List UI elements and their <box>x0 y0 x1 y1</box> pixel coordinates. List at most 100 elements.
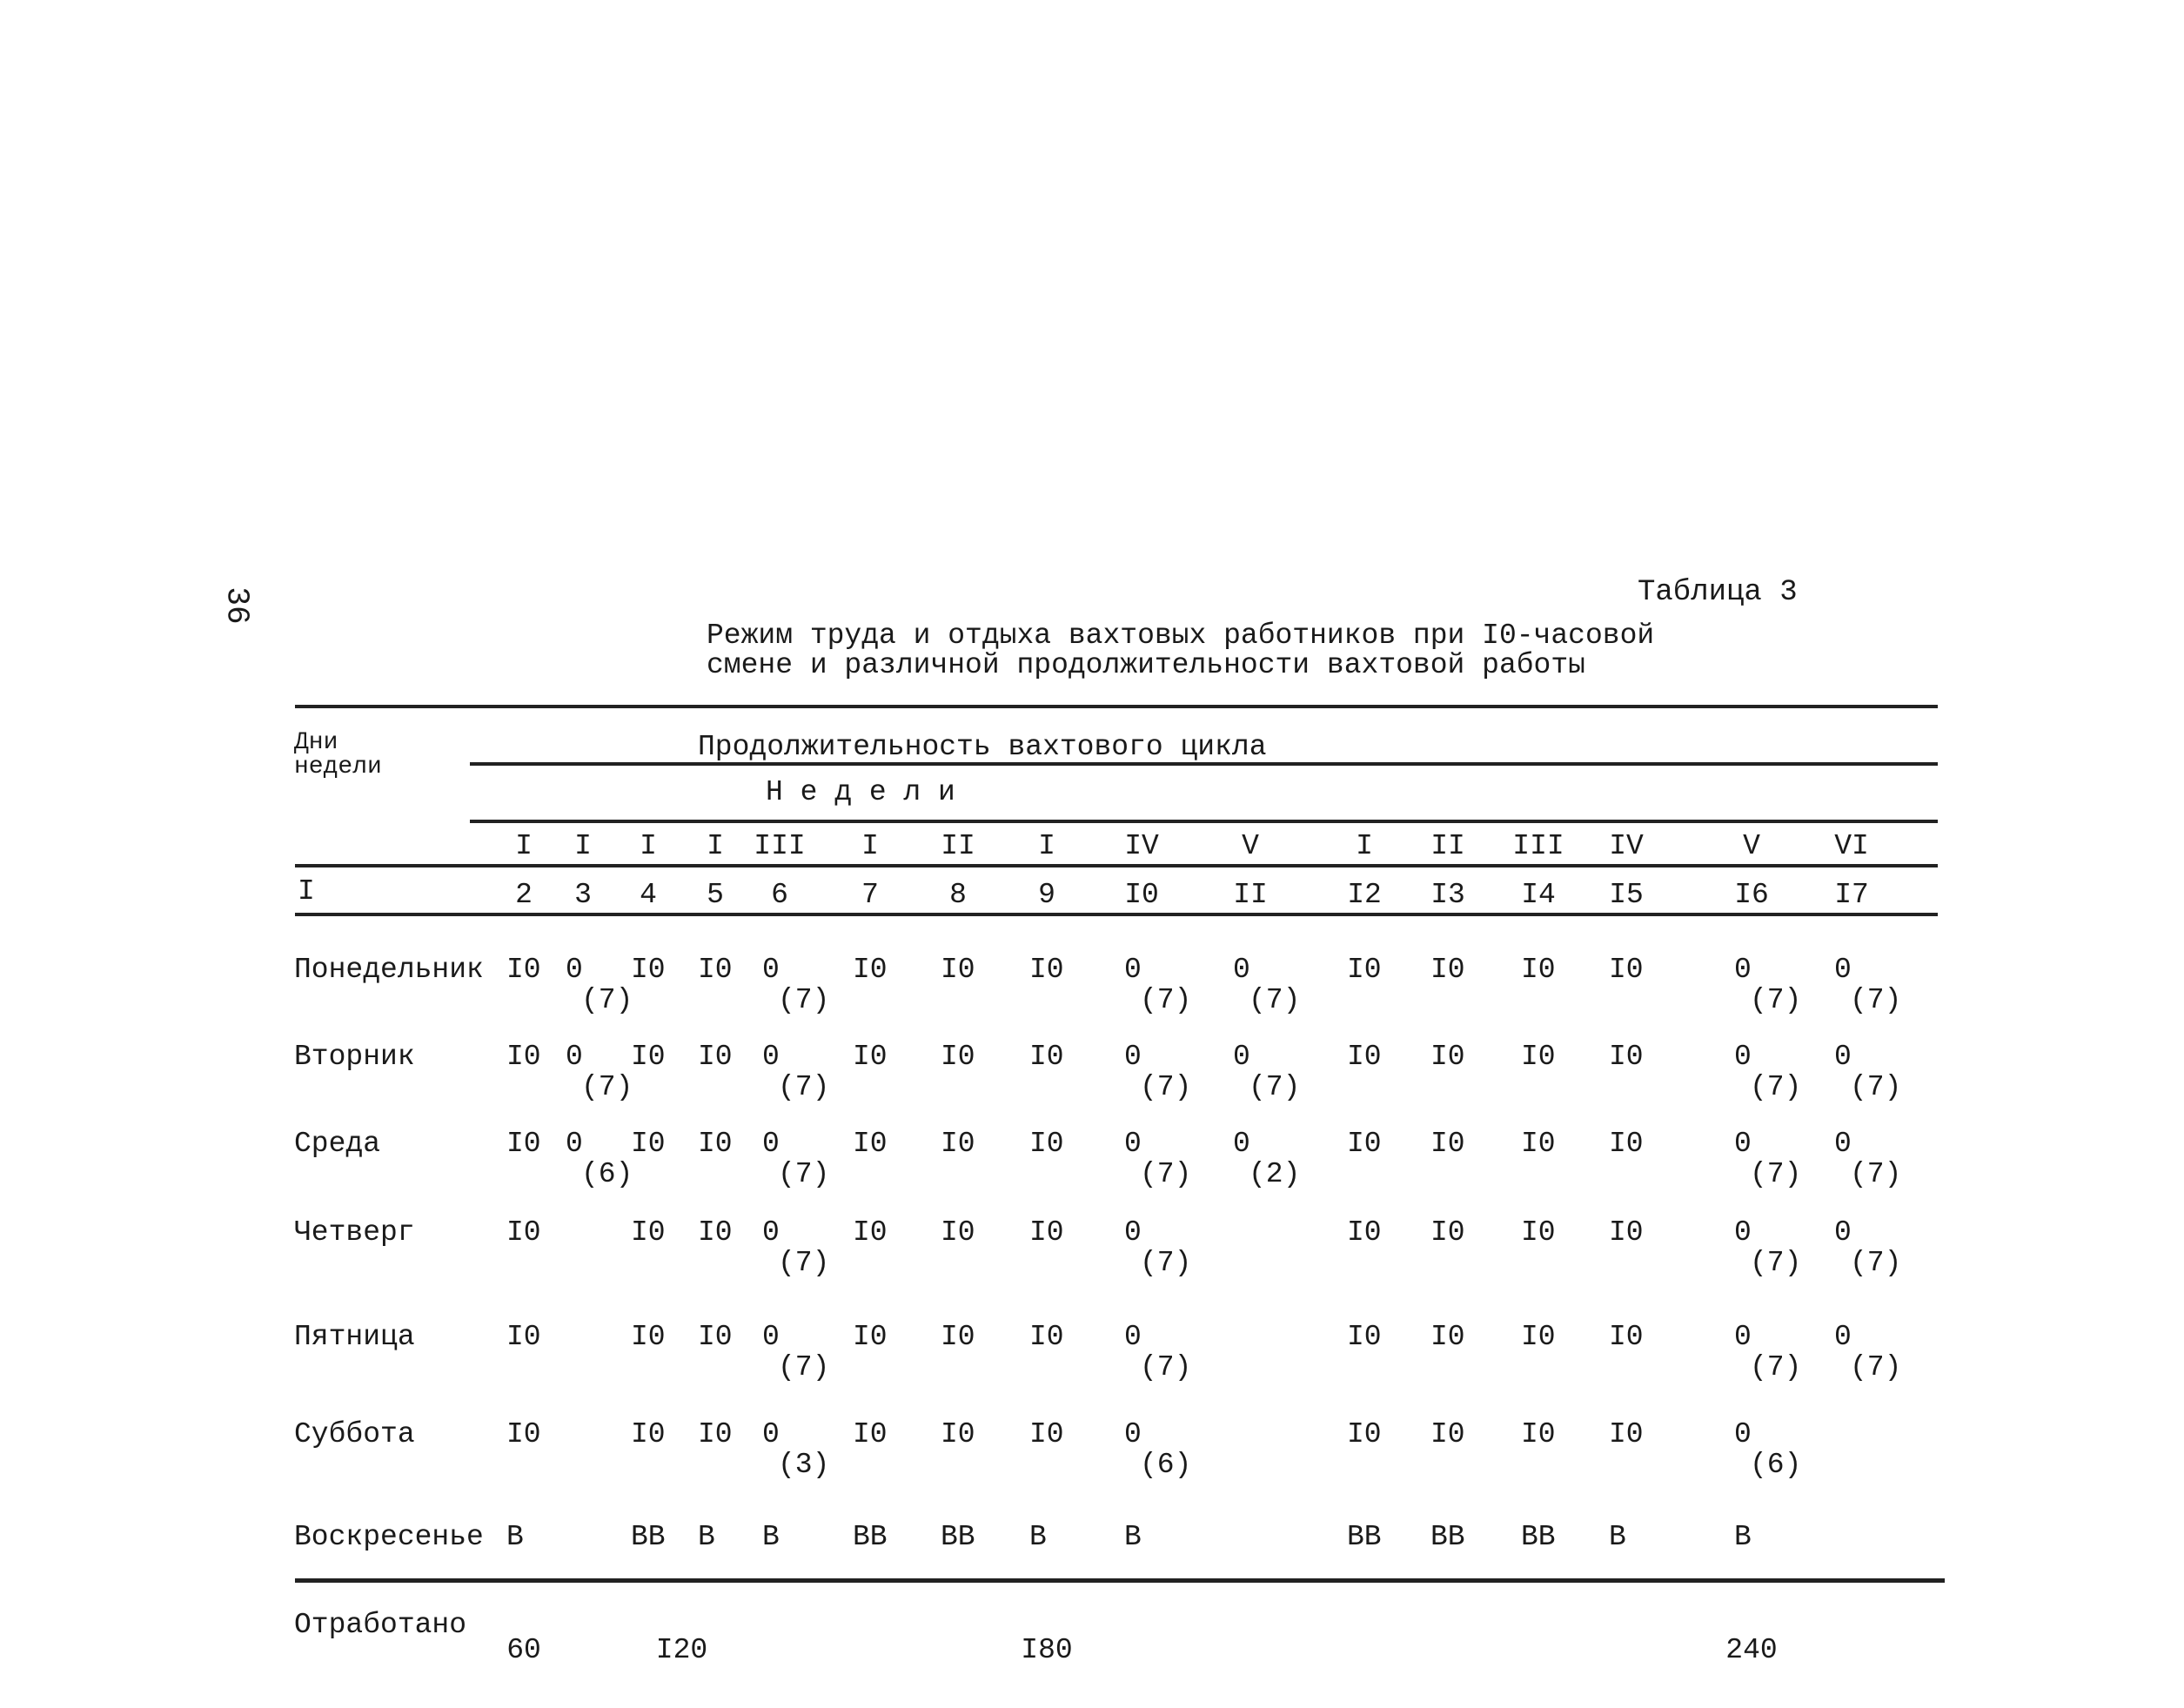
week-header: I <box>640 830 657 862</box>
cell-hours: I0 <box>1029 1216 1064 1249</box>
cell-hours: I0 <box>698 1321 733 1353</box>
table-cell: I0 <box>853 955 888 984</box>
table-cell: I0 <box>1521 1323 1556 1351</box>
cell-hours: I0 <box>1521 954 1556 986</box>
cell-hours: I0 <box>1521 1418 1556 1450</box>
cell-hours: I0 <box>698 1216 733 1249</box>
cell-hours: I0 <box>1430 1128 1465 1160</box>
cell-hours: 0 <box>762 954 780 986</box>
table-cell: 0 (7) <box>1124 1218 1191 1277</box>
cell-hours: I0 <box>506 1128 541 1160</box>
cell-hours: I0 <box>1347 1128 1382 1160</box>
cell-hours: 0 <box>1734 1216 1752 1249</box>
column-number: I0 <box>1124 879 1159 911</box>
cell-hours: 0 <box>1124 1216 1142 1249</box>
table-cell: I0 <box>506 1042 541 1071</box>
table-cell: I0 <box>1609 1420 1644 1449</box>
cell-hours: I0 <box>941 1128 975 1160</box>
span-title: Продолжительность вахтового цикла <box>698 731 1267 763</box>
cell-rest-hours: (7) <box>1140 1247 1192 1279</box>
table-cell: 0 (7) <box>1124 1323 1191 1382</box>
column-number: I6 <box>1734 879 1769 911</box>
column-number: 7 <box>861 879 879 911</box>
cell-hours: I0 <box>1029 954 1064 986</box>
day-label: Среда <box>294 1128 381 1160</box>
table-cell: I0 <box>1521 955 1556 984</box>
cell-hours: I0 <box>506 1216 541 1249</box>
cell-hours: 0 <box>1124 1321 1142 1353</box>
cell-rest-hours: (6) <box>581 1158 633 1190</box>
cell-hours: I0 <box>1430 1321 1465 1353</box>
cell-hours: I0 <box>941 1041 975 1073</box>
table-cell: В <box>506 1523 524 1551</box>
table-cell: 0 (7) <box>1124 1042 1191 1102</box>
cell-hours: I0 <box>941 1418 975 1450</box>
table-top-rule <box>295 705 1938 708</box>
table-cell: ВВ <box>941 1523 975 1551</box>
cell-hours: I0 <box>506 1321 541 1353</box>
week-header: II <box>941 830 975 862</box>
cell-rest-hours: (7) <box>1750 1351 1802 1383</box>
cell-hours: 0 <box>762 1216 780 1249</box>
cell-hours: 0 <box>1233 954 1250 986</box>
table-cell: 0 (3) <box>762 1420 829 1479</box>
week-header: II <box>1430 830 1465 862</box>
table-cell: I0 <box>506 1420 541 1449</box>
cell-rest-hours: (7) <box>581 984 633 1016</box>
column-number: I2 <box>1347 879 1382 911</box>
table-cell: 0 (7) <box>1124 955 1191 1015</box>
day-label: Четверг <box>294 1216 415 1249</box>
column-number: I5 <box>1609 879 1644 911</box>
cell-hours: 0 <box>1734 1321 1752 1353</box>
cell-hours: 0 <box>1834 954 1852 986</box>
column-number: II <box>1233 879 1268 911</box>
day-label: Суббота <box>294 1418 415 1450</box>
cell-hours: I0 <box>941 954 975 986</box>
cell-rest-hours: (7) <box>1249 984 1301 1016</box>
span-rule <box>470 762 1938 766</box>
column-number: 5 <box>707 879 724 911</box>
table-cell: I0 <box>1521 1420 1556 1449</box>
table-cell: ВВ <box>1521 1523 1556 1551</box>
cell-hours: 0 <box>1124 1128 1142 1160</box>
week-header: I <box>1038 830 1055 862</box>
table-cell: ВВ <box>853 1523 888 1551</box>
cell-hours: ВВ <box>941 1521 975 1553</box>
cell-hours: I0 <box>1029 1321 1064 1353</box>
table-cell: I0 <box>506 1218 541 1247</box>
cell-hours: I0 <box>631 1216 666 1249</box>
week-header: V <box>1743 830 1760 862</box>
cell-hours: I0 <box>1609 1418 1644 1450</box>
table-cell: 0 (7) <box>1834 1218 1901 1277</box>
cell-rest-hours: (7) <box>1850 1158 1902 1190</box>
table-cell: 0 (2) <box>1233 1129 1300 1189</box>
table-cell: I0 <box>853 1042 888 1071</box>
table-cell: 0 (7) <box>1734 1218 1801 1277</box>
footer-value: 60 <box>506 1634 541 1666</box>
table-cell: I0 <box>1347 955 1382 984</box>
table-cell: 0 (7) <box>1834 1042 1901 1102</box>
caption-line-1: Режим труда и отдыха вахтовых работников… <box>707 620 1655 652</box>
cell-hours: I0 <box>941 1321 975 1353</box>
cell-hours: ВВ <box>853 1521 888 1553</box>
cell-hours: 0 <box>1124 1041 1142 1073</box>
cell-rest-hours: (7) <box>1140 984 1192 1016</box>
cell-hours: I0 <box>698 954 733 986</box>
table-cell: I0 <box>941 1042 975 1071</box>
table-cell: 0 (7) <box>1734 1323 1801 1382</box>
table-cell: I0 <box>1347 1042 1382 1071</box>
cell-rest-hours: (7) <box>1850 984 1902 1016</box>
table-cell: I0 <box>631 1129 666 1158</box>
cell-hours: I0 <box>698 1041 733 1073</box>
cell-rest-hours: (7) <box>1140 1158 1192 1190</box>
table-cell: 0 (7) <box>1734 1129 1801 1189</box>
cell-hours: 0 <box>1233 1041 1250 1073</box>
week-header: VI <box>1834 830 1869 862</box>
cell-hours: ВВ <box>1430 1521 1465 1553</box>
cell-rest-hours: (6) <box>1140 1449 1192 1481</box>
weeks-label: Н е д е л и <box>766 776 955 808</box>
table-cell: I0 <box>1430 1323 1465 1351</box>
table-cell: I0 <box>1029 955 1064 984</box>
row-header-label: Дни недели <box>294 729 382 780</box>
table-cell: 0 (7) <box>1834 1129 1901 1189</box>
